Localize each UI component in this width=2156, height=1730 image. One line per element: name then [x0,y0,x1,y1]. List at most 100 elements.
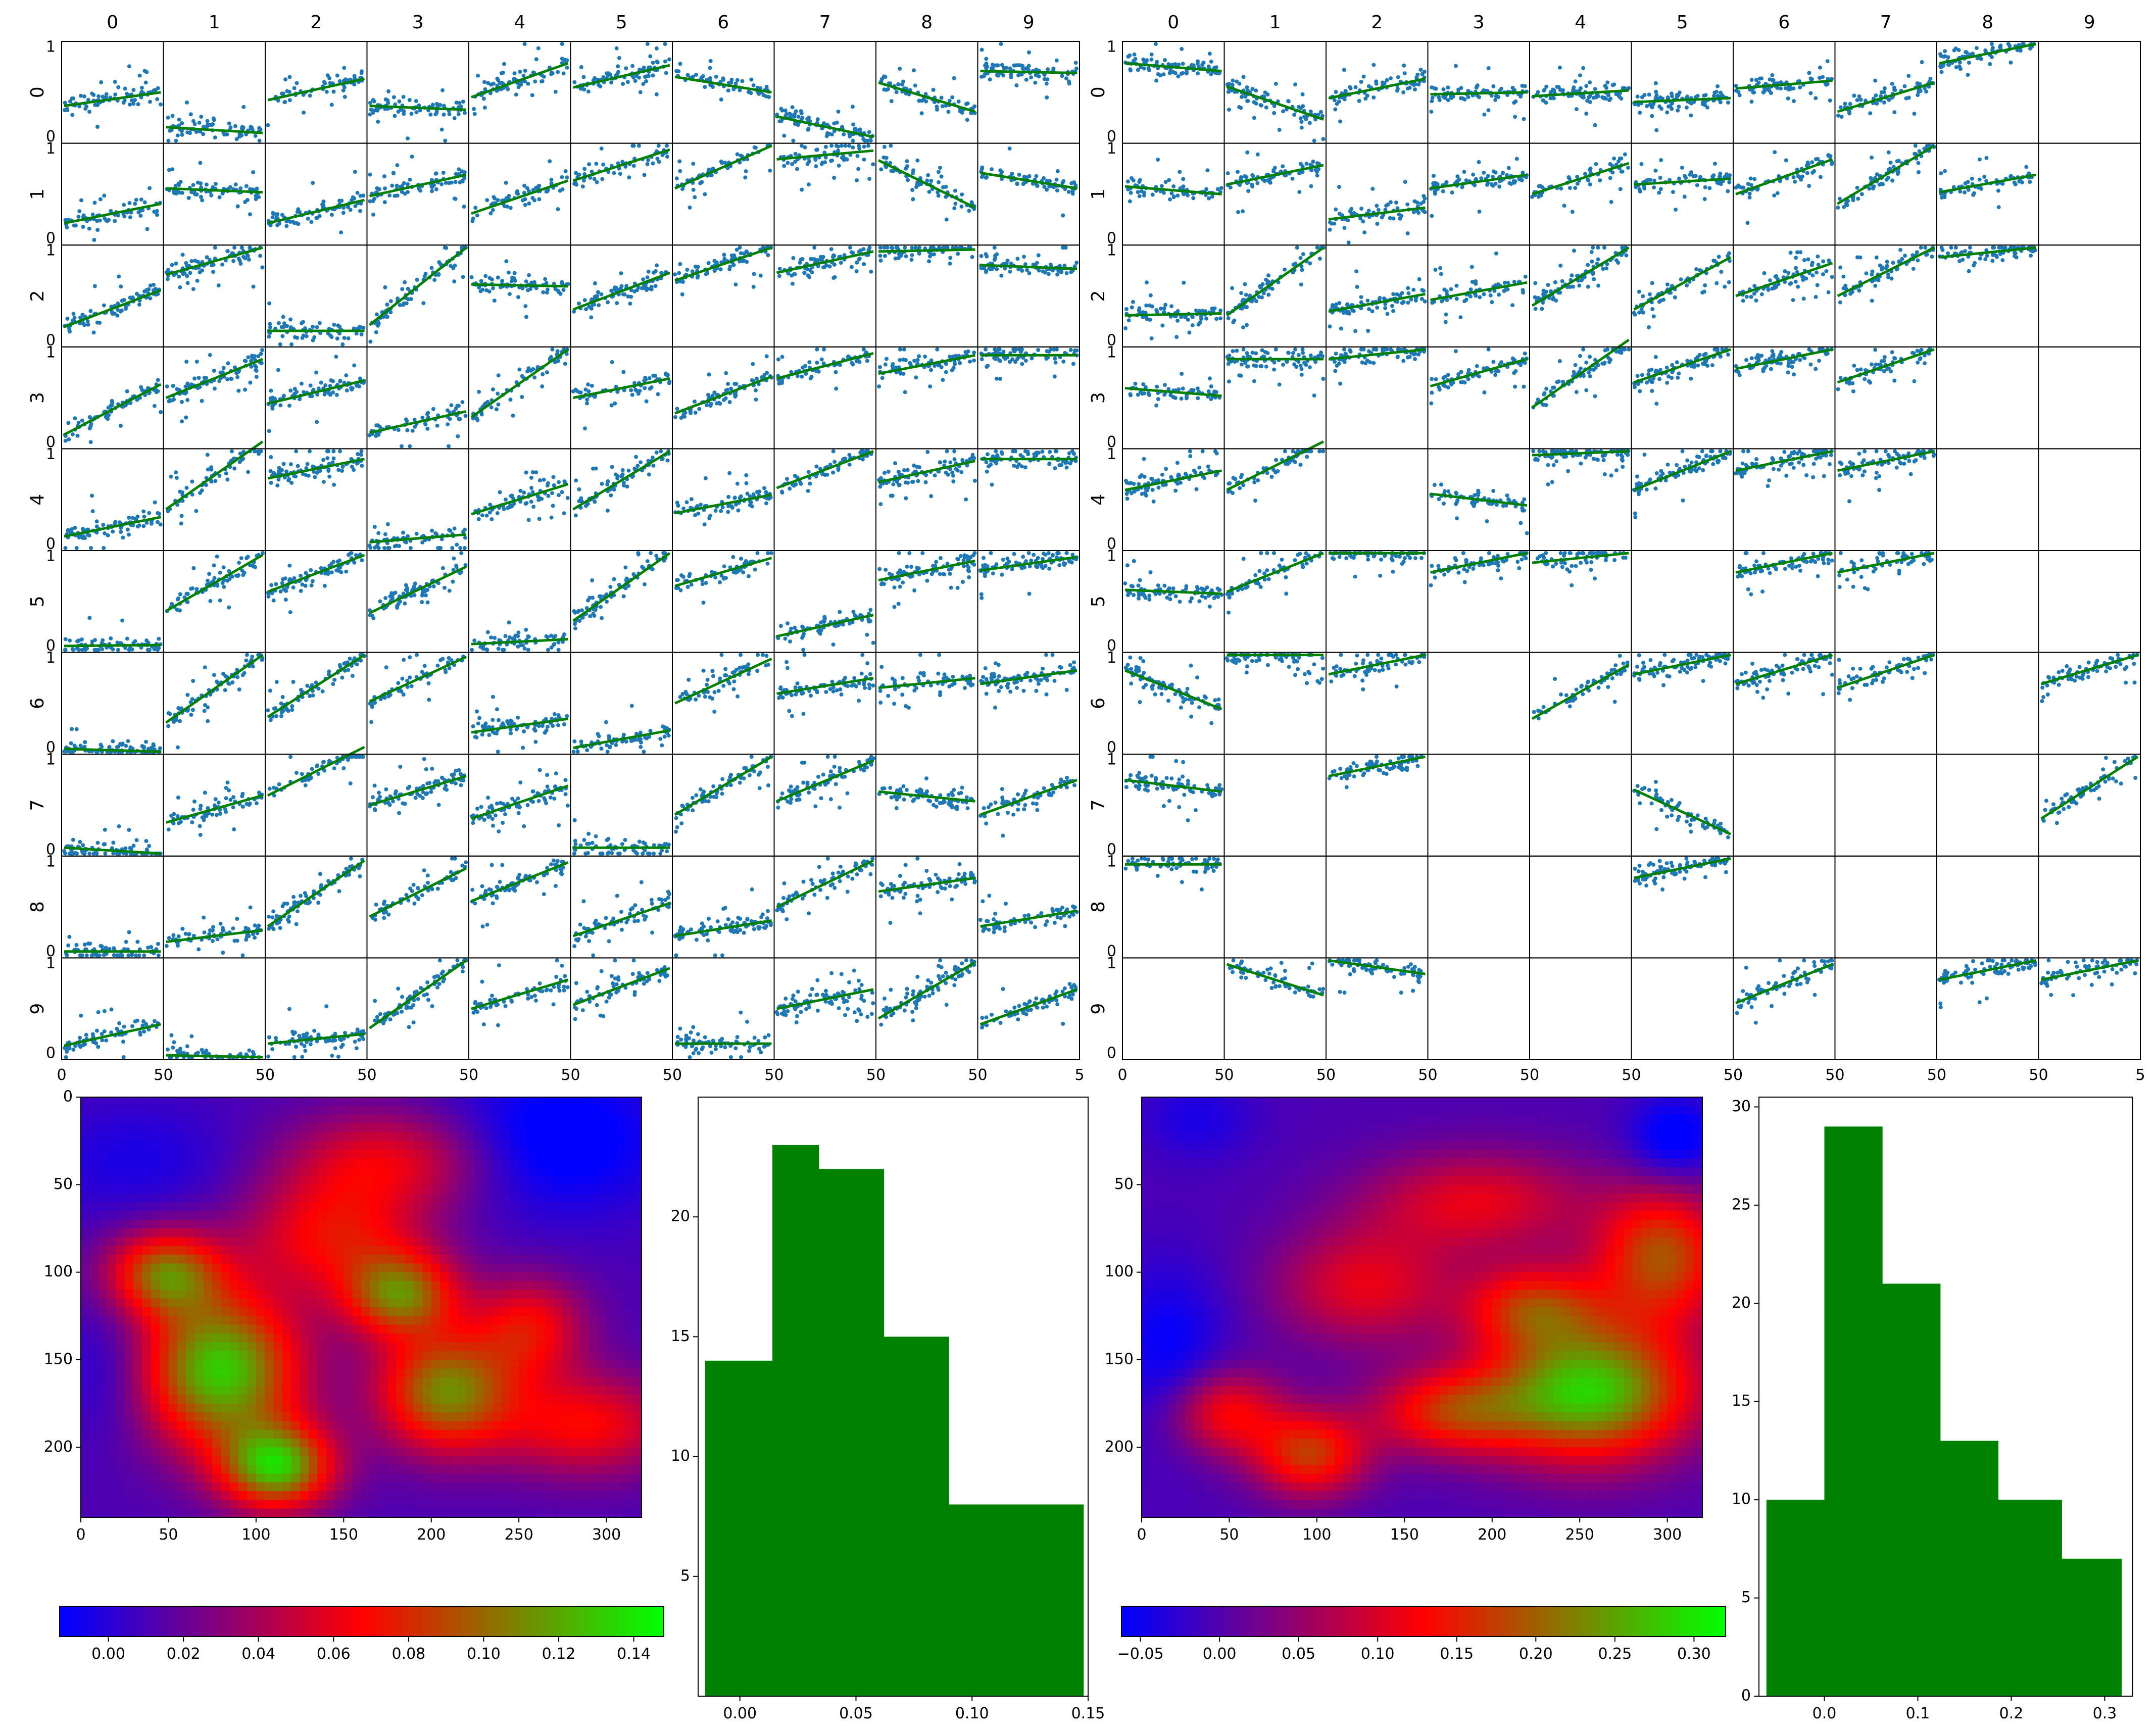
scatter-point [735,78,740,82]
scatter-point [853,127,857,131]
scatter-point [545,370,549,375]
scatter-point [529,500,533,504]
scatter-point [860,457,865,462]
scatter-point [724,388,728,392]
scatter-point [511,413,515,418]
scatter-point [481,96,486,101]
scatter-point [944,194,948,199]
scatter-point [685,584,690,589]
scatter-point [253,134,258,138]
scatter-point [675,578,680,582]
scatter-point [742,252,746,256]
scatter-point [1026,64,1031,68]
scatter-point [645,559,650,564]
scatter-point [857,143,861,148]
scatter-point [352,363,357,368]
scatter-point [249,125,253,129]
scatter-point [1074,66,1079,71]
scatter-point [463,414,468,418]
scatter-point [574,182,579,187]
scatter-point [110,312,115,316]
scatter-point [562,511,566,516]
scatter-point [306,216,310,221]
scatter-point [269,388,273,393]
scatter-point [233,124,237,128]
scatter-point [965,563,970,568]
scatter-point [129,296,133,301]
scatter-point [342,94,347,99]
scatter-point [623,565,628,570]
scatter-point [680,280,685,284]
scatter-point [883,362,888,367]
scatter-point [630,64,635,68]
scatter-point [300,321,304,325]
scatter-point [287,578,292,582]
scatter-point [621,292,625,296]
scatter-point [189,713,193,717]
scatter-point [761,93,766,97]
scatter-point [935,347,940,352]
scatter-point [822,347,826,352]
scatter-point [111,529,115,534]
scatter-point [620,473,624,477]
scatter-point [295,335,300,340]
scatter-point [341,206,346,210]
scatter-point [621,82,625,86]
scatter-point [1055,169,1060,173]
scatter-point [524,315,528,319]
scatter-point [198,129,203,134]
scatter-point [75,433,80,438]
scatter-point [180,400,184,404]
scatter-point [1035,184,1040,188]
scatter-point [144,739,149,744]
scatter-point [916,566,921,571]
scatter-point [129,98,134,103]
scatter-point [385,315,389,319]
scatter-point [998,377,1002,381]
scatter-point [923,92,928,96]
scatter-point [370,613,374,618]
scatter-point [721,77,725,82]
scatter-point [765,371,769,375]
scatter-point [121,212,126,216]
scatter-point [806,126,811,131]
scatter-point [1002,66,1006,70]
scatter-point [1068,461,1072,466]
scatter-point [159,102,163,107]
scatter-point [404,583,408,587]
scatter-point [472,638,477,643]
scatter-point [101,523,106,527]
scatter-point [406,136,410,141]
scatter-point [224,471,228,476]
scatter-point [1025,450,1030,454]
scatter-point [420,600,424,604]
scatter-point [167,168,171,172]
scatter-point [800,116,805,120]
scatter-point [256,449,261,454]
scatter-point [526,634,530,638]
scatter-point [329,213,334,217]
scatter-point [200,399,204,403]
scatter-point [1055,551,1060,555]
scatter-point [137,73,142,78]
scatter-point [190,708,195,712]
scatter-point [917,354,921,359]
scatter-point [276,477,281,482]
scatter-point [251,284,256,289]
scatter-point [926,173,930,177]
scatter-point [665,155,669,159]
scatter-point [722,253,726,257]
scatter-point [541,372,545,376]
scatter-point [433,531,438,535]
scatter-point [254,368,258,372]
scatter-point [941,572,946,576]
scatter-point [663,42,667,46]
scatter-point [469,275,474,279]
scatter-point [87,110,91,114]
scatter-point [689,497,694,502]
scatter-point [645,275,650,280]
scatter-point [937,180,941,184]
scatter-point [122,98,127,103]
scatter-point [429,266,434,270]
fit-line [980,70,1077,74]
